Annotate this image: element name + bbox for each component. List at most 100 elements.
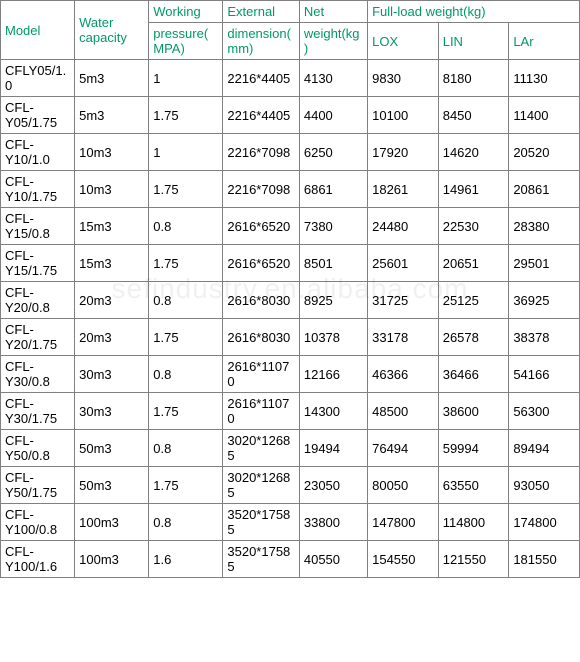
cell-water: 30m3 [75,393,149,430]
cell-lox: 24480 [368,208,439,245]
cell-lox: 46366 [368,356,439,393]
cell-lox: 18261 [368,171,439,208]
table-row: CFL-Y10/1.010m312216*7098625017920146202… [1,134,580,171]
cell-lox: 33178 [368,319,439,356]
cell-dim: 3520*17585 [223,541,299,578]
header-working-group: Working [149,1,223,23]
cell-press: 0.8 [149,356,223,393]
table-row: CFL-Y15/1.7515m31.752616*652085012560120… [1,245,580,282]
cell-press: 1.75 [149,467,223,504]
cell-lar: 20520 [509,134,580,171]
cell-dim: 2216*4405 [223,60,299,97]
cell-lar: 28380 [509,208,580,245]
cell-press: 1.75 [149,393,223,430]
table-row: CFLY05/1.05m312216*440541309830818011130 [1,60,580,97]
cell-lin: 121550 [438,541,509,578]
cell-lox: 147800 [368,504,439,541]
cell-lar: 89494 [509,430,580,467]
table-row: CFL-Y50/1.7550m31.753020*126852305080050… [1,467,580,504]
cell-water: 15m3 [75,245,149,282]
cell-lox: 31725 [368,282,439,319]
cell-lin: 20651 [438,245,509,282]
cell-net: 4130 [299,60,367,97]
header-external-group: External [223,1,299,23]
cell-lox: 10100 [368,97,439,134]
cell-lox: 17920 [368,134,439,171]
cell-lox: 9830 [368,60,439,97]
cell-lar: 20861 [509,171,580,208]
cell-lox: 48500 [368,393,439,430]
cell-lin: 14620 [438,134,509,171]
table-container: sefindustry.en.alibaba.com Model Water c… [0,0,580,578]
cell-lox: 25601 [368,245,439,282]
cell-water: 20m3 [75,319,149,356]
cell-lar: 54166 [509,356,580,393]
cell-dim: 2616*6520 [223,245,299,282]
cell-lar: 174800 [509,504,580,541]
cell-dim: 3020*12685 [223,430,299,467]
table-row: CFL-Y15/0.815m30.82616*65207380244802253… [1,208,580,245]
cell-model: CFL-Y50/0.8 [1,430,75,467]
cell-model: CFL-Y50/1.75 [1,467,75,504]
cell-press: 1 [149,60,223,97]
header-net-sub: weight(kg) [299,23,367,60]
table-row: CFL-Y10/1.7510m31.752216*709868611826114… [1,171,580,208]
header-net-group: Net [299,1,367,23]
cell-dim: 2616*8030 [223,319,299,356]
table-row: CFL-Y50/0.850m30.83020*12685194947649459… [1,430,580,467]
cell-net: 19494 [299,430,367,467]
cell-lin: 25125 [438,282,509,319]
cell-dim: 2216*7098 [223,171,299,208]
cell-net: 14300 [299,393,367,430]
cell-lar: 11400 [509,97,580,134]
cell-net: 8925 [299,282,367,319]
cell-press: 0.8 [149,504,223,541]
cell-water: 100m3 [75,541,149,578]
cell-water: 5m3 [75,60,149,97]
cell-model: CFL-Y30/1.75 [1,393,75,430]
cell-lin: 8450 [438,97,509,134]
cell-lin: 63550 [438,467,509,504]
cell-lar: 181550 [509,541,580,578]
cell-net: 12166 [299,356,367,393]
table-row: CFL-Y100/1.6100m31.63520*175854055015455… [1,541,580,578]
cell-lin: 38600 [438,393,509,430]
cell-water: 50m3 [75,467,149,504]
cell-model: CFL-Y05/1.75 [1,97,75,134]
cell-dim: 3520*17585 [223,504,299,541]
cell-press: 1 [149,134,223,171]
cell-dim: 2616*11070 [223,356,299,393]
cell-net: 6861 [299,171,367,208]
cell-water: 10m3 [75,171,149,208]
cell-net: 40550 [299,541,367,578]
header-lar: LAr [509,23,580,60]
table-row: CFL-Y20/1.7520m31.752616*803010378331782… [1,319,580,356]
cell-net: 4400 [299,97,367,134]
cell-model: CFL-Y20/1.75 [1,319,75,356]
cell-lin: 59994 [438,430,509,467]
cell-dim: 2216*7098 [223,134,299,171]
table-row: CFL-Y20/0.820m30.82616*80308925317252512… [1,282,580,319]
cell-press: 0.8 [149,430,223,467]
cell-model: CFLY05/1.0 [1,60,75,97]
cell-press: 1.6 [149,541,223,578]
cell-lin: 14961 [438,171,509,208]
cell-net: 33800 [299,504,367,541]
table-row: CFL-Y30/1.7530m31.752616*110701430048500… [1,393,580,430]
cell-lox: 80050 [368,467,439,504]
cell-dim: 3020*12685 [223,467,299,504]
header-lox: LOX [368,23,439,60]
table-row: CFL-Y30/0.830m30.82616*11070121664636636… [1,356,580,393]
cell-model: CFL-Y10/1.0 [1,134,75,171]
cell-lox: 76494 [368,430,439,467]
cell-press: 1.75 [149,97,223,134]
cell-water: 50m3 [75,430,149,467]
cell-net: 7380 [299,208,367,245]
cell-press: 1.75 [149,171,223,208]
cell-lin: 8180 [438,60,509,97]
cell-lar: 38378 [509,319,580,356]
cell-model: CFL-Y15/1.75 [1,245,75,282]
header-water: Water capacity [75,1,149,60]
cell-lin: 114800 [438,504,509,541]
cell-lar: 11130 [509,60,580,97]
